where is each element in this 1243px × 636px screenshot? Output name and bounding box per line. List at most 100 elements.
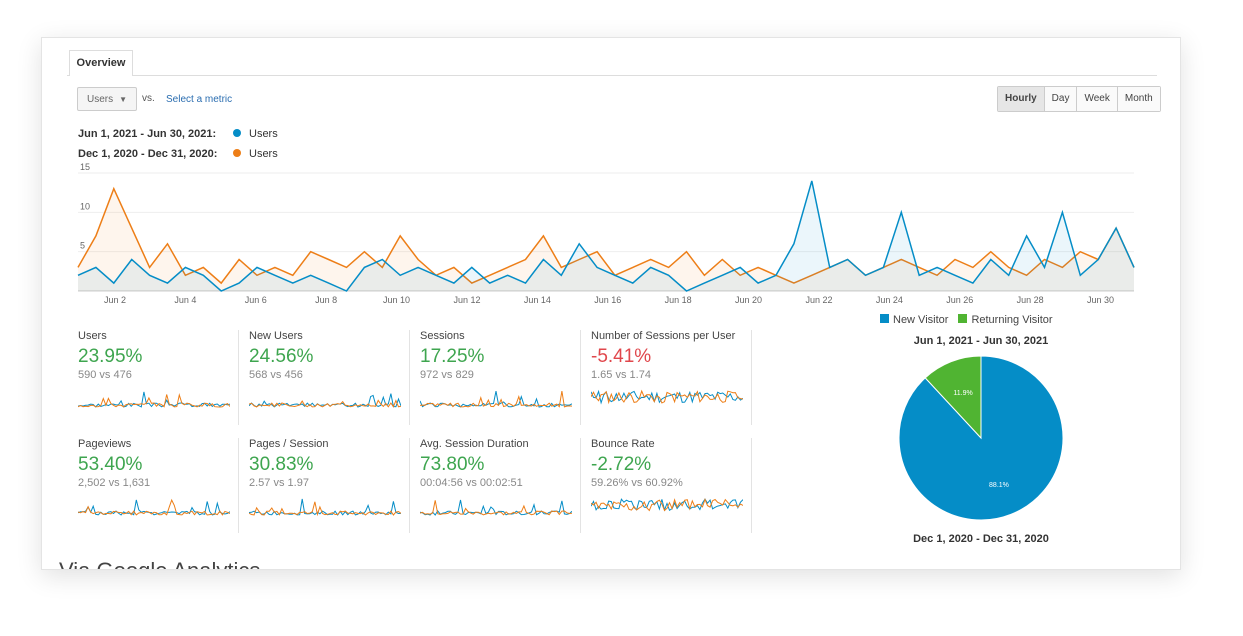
metric-comparison: 00:04:56 vs 00:02:51 (420, 477, 523, 489)
metric-name: Avg. Session Duration (420, 438, 529, 450)
x-tick-label: Jun 30 (1087, 295, 1114, 305)
metric-bounce-rate[interactable]: Bounce Rate -2.72% 59.26% vs 60.92% (590, 438, 752, 533)
legend-range: Dec 1, 2020 - Dec 31, 2020: (78, 148, 218, 160)
analytics-card: Overview Users ▼ vs. Select a metric Hour… (41, 37, 1181, 570)
pie-slice[interactable] (898, 355, 1064, 521)
sparkline-series (248, 501, 402, 517)
legend-range: Jun 1, 2021 - Jun 30, 2021: (78, 128, 217, 140)
x-tick-label: Jun 28 (1017, 295, 1044, 305)
sparkline (248, 498, 402, 517)
sparkline-series (77, 393, 231, 408)
metric-new-users[interactable]: New Users 24.56% 568 vs 456 (248, 330, 410, 425)
x-tick-label: Jun 26 (946, 295, 973, 305)
pie-slice-label: 11.9% (953, 390, 972, 397)
month-button[interactable]: Month (1116, 87, 1160, 111)
x-tick-label: Jun 22 (805, 295, 832, 305)
series-area (78, 180, 1134, 291)
metric-name: Sessions (420, 330, 465, 342)
metric-name: Pageviews (78, 438, 132, 450)
y-tick-label: 10 (80, 201, 90, 211)
metrics-grid: Users 23.95% 590 vs 476 New Users 24.56% 568 … (77, 330, 778, 533)
sparkline-series (590, 389, 744, 405)
x-tick-label: Jun 24 (876, 295, 903, 305)
x-tick-label: Jun 6 (245, 295, 267, 305)
sparkline (419, 499, 573, 516)
x-tick-label: Jun 2 (104, 295, 126, 305)
legend-label: New Visitor (893, 314, 949, 326)
vs-label: vs. (142, 93, 155, 104)
sparkline (248, 393, 402, 408)
metric-dropdown[interactable]: Users ▼ (77, 87, 137, 111)
metric-value: 24.56% (249, 346, 314, 367)
metric-comparison: 2.57 vs 1.97 (249, 477, 309, 489)
chevron-down-icon: ▼ (119, 95, 127, 104)
pie-title-top: Jun 1, 2021 - Jun 30, 2021 (913, 335, 1049, 347)
metric-number-of-sessions-per-user[interactable]: Number of Sessions per User -5.41% 1.65 vs… (590, 330, 752, 425)
legend-label: Users (249, 128, 278, 140)
x-tick-label: Jun 20 (735, 295, 762, 305)
legend-returning-visitor: Returning Visitor (958, 314, 1053, 326)
sparkline-series (419, 500, 573, 516)
pie-slice-label: 88.1% (989, 482, 1009, 489)
series-line (77, 180, 1135, 292)
tab-overview[interactable]: Overview (69, 50, 133, 76)
main-line-chart: 5 10 15 Jun 2 Jun 4 Jun 6 Jun 8 Jun 10 Jun 12 Jun… (77, 162, 1135, 305)
sparkline (77, 498, 231, 516)
granularity-buttons: Hourly Day Week Month (997, 86, 1161, 112)
metric-comparison: 590 vs 476 (78, 369, 132, 381)
pie-slice[interactable] (924, 355, 982, 440)
metric-value: 73.80% (420, 454, 485, 475)
metric-avg-session-duration[interactable]: Avg. Session Duration 73.80% 00:04:56 vs 0… (419, 438, 581, 533)
metric-users[interactable]: Users 23.95% 590 vs 476 (77, 330, 239, 425)
metric-pageviews[interactable]: Pageviews 53.40% 2,502 vs 1,631 (77, 438, 239, 533)
y-tick-label: 15 (80, 162, 90, 172)
select-metric-link[interactable]: Select a metric (166, 94, 233, 105)
sparkline (590, 389, 744, 405)
sparkline-series (419, 391, 573, 408)
pie-legend: New Visitor Returning Visitor (880, 314, 1053, 326)
metric-sessions[interactable]: Sessions 17.25% 972 vs 829 (419, 330, 581, 425)
x-tick-label: Jun 10 (383, 295, 410, 305)
metric-value: 23.95% (78, 346, 143, 367)
sparkline-series (419, 391, 573, 408)
week-button[interactable]: Week (1076, 87, 1117, 111)
metric-comparison: 2,502 vs 1,631 (78, 477, 151, 489)
legend-label: Users (249, 148, 278, 160)
sparkline (77, 391, 231, 408)
metric-comparison: 1.65 vs 1.74 (591, 369, 651, 381)
metric-comparison: 568 vs 456 (249, 369, 303, 381)
metric-name: Users (78, 330, 107, 342)
sparkline (590, 497, 744, 512)
blue-dot-icon (233, 129, 241, 137)
sparkline-series (590, 389, 744, 405)
metric-comparison: 972 vs 829 (420, 369, 474, 381)
metric-value: 17.25% (420, 346, 485, 367)
sparkline-series (590, 497, 744, 512)
footer-caption: Via Google Analytics (59, 558, 260, 569)
pie-chart: 88.1% 11.9% (898, 355, 1064, 521)
metric-pages-session[interactable]: Pages / Session 30.83% 2.57 vs 1.97 (248, 438, 410, 533)
metric-name: Number of Sessions per User (591, 330, 736, 342)
x-tick-label: Jun 12 (453, 295, 480, 305)
metric-value: 53.40% (78, 454, 143, 475)
pie-title-bottom: Dec 1, 2020 - Dec 31, 2020 (913, 533, 1049, 545)
sparkline (419, 391, 573, 408)
metric-value: 30.83% (249, 454, 314, 475)
series-line (77, 186, 1135, 285)
day-button[interactable]: Day (1043, 87, 1077, 111)
metric-name: New Users (249, 330, 303, 342)
metric-value: -5.41% (591, 346, 652, 367)
y-tick-label: 5 (80, 241, 85, 251)
sparkline-series (590, 498, 744, 512)
legend-previous: Dec 1, 2020 - Dec 31, 2020: Users (78, 148, 278, 160)
hourly-button[interactable]: Hourly (998, 87, 1044, 111)
x-tick-label: Jun 4 (174, 295, 196, 305)
metric-comparison: 59.26% vs 60.92% (591, 477, 683, 489)
sparkline-series (248, 399, 402, 408)
metric-name: Pages / Session (249, 438, 329, 450)
legend-label: Returning Visitor (971, 314, 1053, 326)
x-tick-label: Jun 16 (594, 295, 621, 305)
legend-new-visitor: New Visitor (880, 314, 948, 326)
legend-current: Jun 1, 2021 - Jun 30, 2021: Users (78, 128, 278, 140)
x-tick-label: Jun 18 (665, 295, 692, 305)
